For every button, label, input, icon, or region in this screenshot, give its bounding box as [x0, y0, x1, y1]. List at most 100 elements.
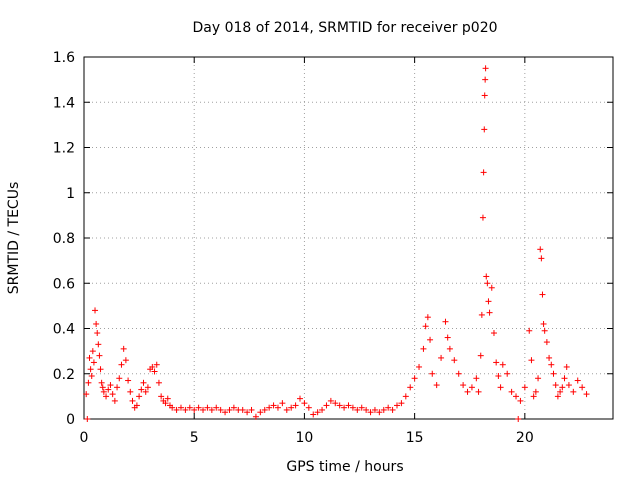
data-point [475, 388, 482, 395]
data-point [574, 377, 581, 384]
data-point [85, 379, 92, 386]
x-tick-label: 20 [516, 430, 534, 446]
data-point [103, 393, 110, 400]
data-point [504, 370, 511, 377]
data-point [204, 404, 211, 411]
data-point [149, 363, 156, 370]
data-point [407, 384, 414, 391]
data-point [481, 92, 488, 99]
data-point [499, 361, 506, 368]
data-point [537, 246, 544, 253]
data-point [385, 404, 392, 411]
data-point [539, 291, 546, 298]
y-tick-label: 0.8 [53, 231, 75, 247]
data-point [535, 375, 542, 382]
data-point [319, 406, 326, 413]
data-point [118, 361, 125, 368]
data-point [495, 373, 502, 380]
data-point [133, 402, 140, 409]
data-point [323, 402, 330, 409]
data-point [305, 404, 312, 411]
data-point [464, 388, 471, 395]
data-point [451, 357, 458, 364]
data-point [530, 393, 537, 400]
data-point [479, 214, 486, 221]
data-point [222, 409, 229, 416]
data-point [92, 307, 99, 314]
data-point [422, 323, 429, 330]
x-tick-label: 10 [296, 430, 314, 446]
data-point [191, 406, 198, 413]
data-point [402, 393, 409, 400]
y-tick-label: 0.6 [53, 276, 75, 292]
data-point [248, 406, 255, 413]
data-point [310, 411, 317, 418]
y-tick-label: 1.2 [53, 141, 75, 157]
data-point [554, 393, 561, 400]
data-point [468, 384, 475, 391]
data-point [138, 386, 145, 393]
data-point [528, 357, 535, 364]
data-point [95, 341, 102, 348]
data-point [371, 406, 378, 413]
data-point [513, 393, 520, 400]
data-point [98, 379, 105, 386]
data-point [485, 298, 492, 305]
data-point [570, 388, 577, 395]
data-point [565, 382, 572, 389]
data-point [538, 255, 545, 262]
data-point [261, 406, 268, 413]
data-point [508, 388, 515, 395]
y-tick-label: 1.6 [53, 50, 75, 66]
data-point [230, 404, 237, 411]
data-point [367, 409, 374, 416]
data-point [89, 348, 96, 355]
data-point [427, 336, 434, 343]
x-tick-label: 5 [190, 430, 199, 446]
data-point [244, 409, 251, 416]
data-point [455, 370, 462, 377]
data-point [93, 320, 100, 327]
data-point [559, 384, 566, 391]
data-point [548, 361, 555, 368]
data-point [490, 330, 497, 337]
data-point [177, 404, 184, 411]
data-point [86, 354, 93, 361]
data-point [314, 409, 321, 416]
data-point [153, 361, 160, 368]
data-point [120, 345, 127, 352]
data-point [380, 406, 387, 413]
data-point [158, 393, 165, 400]
data-point [195, 404, 202, 411]
data-point [478, 311, 485, 318]
data-point [274, 404, 281, 411]
data-point [122, 357, 129, 364]
data-point [483, 273, 490, 280]
data-point [279, 400, 286, 407]
data-point [327, 397, 334, 404]
data-point [90, 359, 97, 366]
data-point [532, 388, 539, 395]
data-point [162, 400, 169, 407]
data-point [345, 402, 352, 409]
data-point [488, 284, 495, 291]
data-point [557, 388, 564, 395]
data-point [550, 370, 557, 377]
data-point [349, 404, 356, 411]
chart-title: Day 018 of 2014, SRMTID for receiver p02… [192, 20, 497, 36]
data-point [332, 400, 339, 407]
data-point [107, 382, 114, 389]
data-point [109, 391, 116, 398]
data-point [563, 363, 570, 370]
data-point [151, 368, 158, 375]
data-point [96, 352, 103, 359]
data-point [164, 395, 171, 402]
data-point [540, 320, 547, 327]
data-point [473, 375, 480, 382]
data-point [446, 345, 453, 352]
data-point [583, 391, 590, 398]
data-point [105, 386, 112, 393]
data-point [482, 76, 489, 83]
data-point [363, 406, 370, 413]
